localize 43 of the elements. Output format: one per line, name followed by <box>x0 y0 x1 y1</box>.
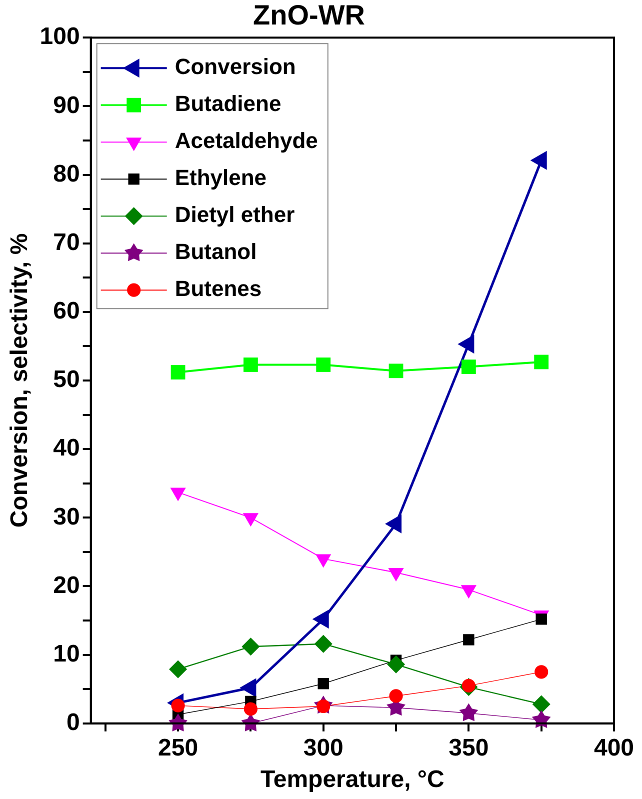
y-tick-label: 70 <box>53 228 80 256</box>
legend-label: Acetaldehyde <box>174 128 318 154</box>
point <box>536 614 547 625</box>
y-tick-label: 60 <box>53 298 80 325</box>
point <box>242 638 260 656</box>
y-axis-title: Conversion, selectivity, % <box>6 233 34 528</box>
point <box>461 360 476 374</box>
point <box>243 358 258 372</box>
legend-label: Butenes <box>174 276 262 302</box>
y-tick-label: 50 <box>53 366 80 394</box>
y-tick-label: 20 <box>53 572 80 599</box>
y-tick-label: 80 <box>53 160 80 188</box>
x-axis-title: Temperature, °C <box>260 766 444 794</box>
point <box>459 703 478 722</box>
chart-title: ZnO-WR <box>253 0 365 31</box>
y-tick-label: 100 <box>40 23 80 50</box>
legend-label: Butanol <box>174 239 257 264</box>
point <box>534 354 549 370</box>
point <box>318 678 329 690</box>
legend-label: Butadiene <box>174 91 282 116</box>
point <box>388 364 404 378</box>
point <box>169 660 188 678</box>
point <box>244 702 258 716</box>
y-tick-label: 90 <box>53 92 80 119</box>
point <box>314 634 332 653</box>
legend-label: Ethylene <box>174 165 267 190</box>
x-tick-label: 250 <box>158 734 198 762</box>
legend-label: Conversion <box>174 54 296 80</box>
point <box>534 665 548 679</box>
x-tick-label: 300 <box>303 734 344 762</box>
y-tick-label: 30 <box>53 503 80 530</box>
y-tick-label: 0 <box>66 709 80 736</box>
point <box>532 695 550 714</box>
point <box>316 358 331 372</box>
y-tick-label: 10 <box>53 640 80 668</box>
point <box>463 634 474 646</box>
x-tick-label: 350 <box>448 734 489 762</box>
x-tick-label: 400 <box>594 734 634 762</box>
y-tick-label: 40 <box>53 434 80 462</box>
point <box>170 365 186 380</box>
point <box>387 655 406 674</box>
point <box>389 689 403 703</box>
legend-label: Dietyl ether <box>174 202 296 228</box>
